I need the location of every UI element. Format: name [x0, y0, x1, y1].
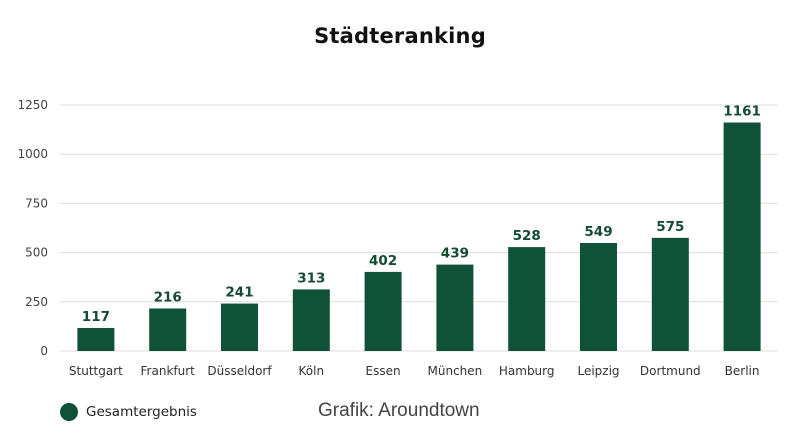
data-label: 575: [656, 219, 684, 235]
y-tick-label: 0: [40, 344, 48, 358]
x-tick-label: Frankfurt: [141, 364, 196, 378]
data-labels: 117 216 241 313 402 439 528 549 575 1161: [82, 104, 761, 325]
legend: Gesamtergebnis: [60, 403, 197, 421]
x-tick-label: Hamburg: [499, 364, 555, 378]
x-axis: Stuttgart Frankfurt Düsseldorf Köln Essen Mün…: [69, 364, 760, 378]
bar: [508, 247, 546, 351]
bar: [436, 264, 474, 351]
x-tick-label: Berlin: [725, 364, 760, 378]
x-tick-label: Essen: [366, 364, 401, 378]
chart-title: Städteranking: [314, 24, 486, 48]
bars: [77, 122, 761, 351]
bar: [580, 242, 617, 351]
x-tick-label: München: [428, 364, 483, 378]
bar: [723, 122, 761, 351]
y-tick-label: 750: [25, 196, 48, 210]
x-tick-label: Dortmund: [640, 364, 701, 378]
data-label: 241: [225, 285, 253, 301]
y-tick-label: 1000: [17, 147, 48, 161]
bar: [651, 237, 689, 351]
bar: [364, 271, 402, 351]
data-label: 117: [82, 309, 110, 325]
bar: [292, 289, 330, 351]
legend-swatch: [60, 403, 78, 421]
data-label: 549: [584, 224, 612, 240]
y-tick-label: 500: [25, 246, 48, 260]
data-label: 1161: [723, 104, 761, 120]
data-label: 402: [369, 253, 397, 269]
y-tick-label: 1250: [17, 98, 48, 112]
y-axis: 0 250 500 750 1000 1250: [17, 98, 48, 358]
legend-label: Gesamtergebnis: [86, 404, 197, 420]
bar: [77, 327, 115, 351]
data-label: 313: [297, 270, 325, 286]
source-credit: Grafik: Aroundtown: [318, 400, 480, 421]
bar: [149, 308, 187, 351]
bar: [221, 303, 258, 351]
x-tick-label: Stuttgart: [69, 364, 123, 378]
x-tick-label: Düsseldorf: [207, 364, 272, 378]
data-label: 439: [441, 246, 469, 262]
data-label: 528: [513, 228, 541, 244]
y-tick-label: 250: [25, 295, 48, 309]
data-label: 216: [154, 289, 182, 305]
x-tick-label: Leipzig: [577, 364, 619, 378]
x-tick-label: Köln: [299, 364, 325, 378]
